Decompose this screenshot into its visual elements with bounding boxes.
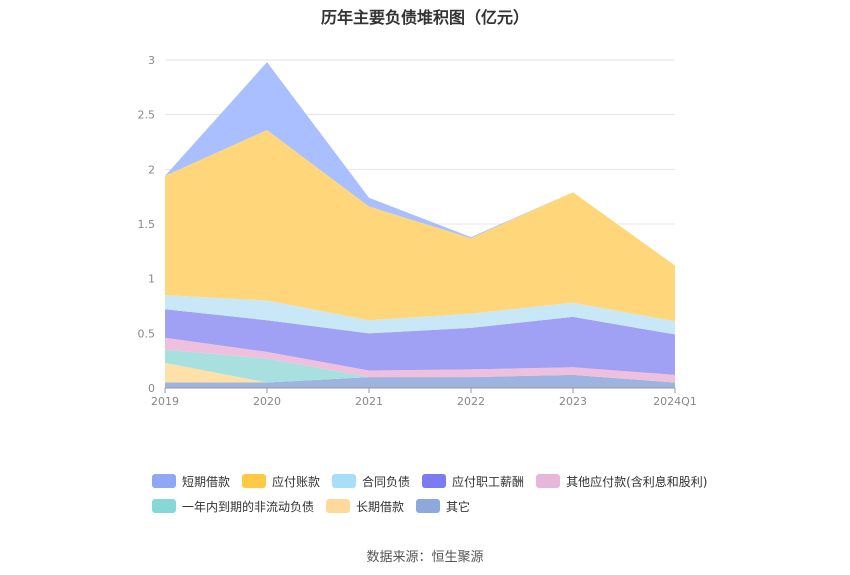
x-tick-label: 2020 (253, 395, 281, 408)
legend-swatch (242, 474, 267, 488)
legend-swatch (536, 474, 561, 488)
legend-item[interactable]: 应付账款 (242, 473, 320, 489)
x-tick-label: 2023 (559, 395, 587, 408)
series-area (165, 309, 675, 375)
x-tick-label: 2024Q1 (653, 395, 697, 408)
legend-label: 一年内到期的非流动负债 (182, 499, 315, 514)
legend-item[interactable]: 其它 (416, 498, 470, 514)
legend-label: 其他应付款(含利息和股利) (566, 474, 708, 489)
x-tick-label: 2022 (457, 395, 485, 408)
series-area (165, 362, 675, 383)
legend-swatch (332, 474, 357, 488)
legend-label: 应付账款 (272, 474, 321, 489)
legend-label: 应付职工薪酬 (452, 474, 525, 489)
legend-item[interactable]: 一年内到期的非流动负债 (152, 498, 314, 514)
y-tick-label: 2 (148, 163, 155, 176)
y-tick-label: 3 (148, 54, 155, 67)
y-tick-label: 1 (148, 273, 155, 286)
legend: 短期借款 应付账款 合同负债 应付职工薪酬 其他应付款(含利息和股利) 一年内到期的非流… (152, 473, 792, 523)
source-note: 数据来源：恒生聚源 (366, 550, 484, 565)
y-tick-label: 2.5 (138, 109, 156, 122)
legend-label: 其它 (446, 499, 471, 514)
stacked-areas (165, 62, 675, 388)
legend-swatch (326, 499, 351, 513)
legend-label: 合同负债 (362, 474, 411, 489)
series-area (165, 295, 675, 335)
legend-item[interactable]: 应付职工薪酬 (422, 473, 524, 489)
chart-title: 历年主要负债堆积图（亿元） (320, 8, 529, 27)
series-area (165, 349, 675, 383)
y-tick-label: 1.5 (138, 218, 156, 231)
x-tick-label: 2021 (355, 395, 383, 408)
legend-label: 长期借款 (356, 499, 405, 514)
y-tick-label: 0.5 (138, 327, 156, 340)
y-tick-label: 0 (148, 382, 155, 395)
legend-item[interactable]: 合同负债 (332, 473, 410, 489)
legend-swatch (152, 474, 176, 488)
legend-row: 一年内到期的非流动负债 长期借款 其它 (152, 498, 792, 514)
legend-swatch (416, 499, 441, 513)
legend-label: 短期借款 (182, 474, 231, 489)
legend-row: 短期借款 应付账款 合同负债 应付职工薪酬 其他应付款(含利息和股利) (152, 473, 792, 489)
legend-item[interactable]: 长期借款 (326, 498, 404, 514)
legend-item[interactable]: 短期借款 (152, 473, 230, 489)
legend-swatch (152, 499, 176, 513)
legend-item[interactable]: 其他应付款(含利息和股利) (536, 473, 707, 489)
series-area (165, 374, 675, 388)
series-area (165, 62, 675, 266)
x-tick-label: 2019 (151, 395, 179, 408)
legend-swatch (422, 474, 447, 488)
series-area (165, 129, 675, 322)
series-area (165, 337, 675, 383)
axes: 0 0.5 1 1.5 2 2.5 3 2019 2020 2021 2022 2023 2024Q1 (138, 54, 697, 408)
